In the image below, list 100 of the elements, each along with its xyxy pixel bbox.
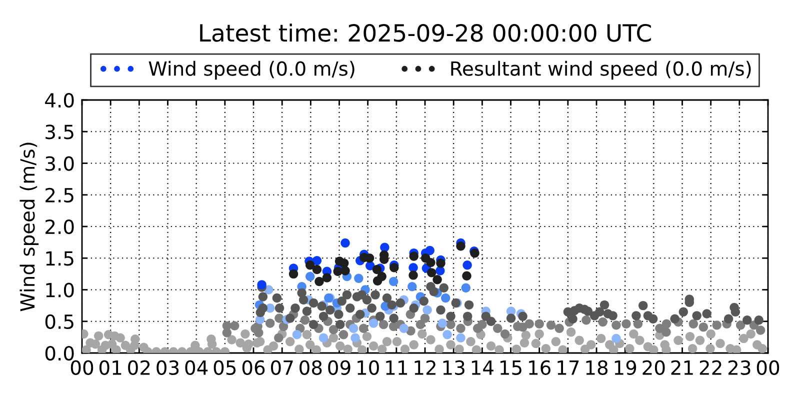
- point: [534, 319, 544, 329]
- point: [736, 320, 746, 330]
- x-tick-label: 17: [558, 360, 579, 375]
- point: [425, 246, 434, 256]
- legend-label: Wind speed (0.0 m/s): [148, 60, 354, 80]
- point: [230, 321, 240, 330]
- point: [409, 252, 418, 261]
- y-tick-label: 0.0: [45, 346, 74, 361]
- point: [492, 324, 502, 333]
- point: [461, 283, 470, 292]
- y-tick-label: 1.5: [46, 251, 74, 266]
- point: [408, 270, 418, 280]
- point: [388, 322, 398, 332]
- x-tick-label: 18: [586, 360, 608, 375]
- point: [274, 333, 284, 342]
- point: [312, 264, 322, 274]
- point: [446, 320, 456, 330]
- x-tick-label: 20: [642, 360, 665, 375]
- point: [442, 330, 452, 340]
- x-tick-label: 07: [270, 360, 293, 375]
- point: [358, 324, 368, 333]
- point: [257, 280, 266, 290]
- point: [388, 276, 398, 286]
- y-tick-label: 3.0: [46, 156, 74, 171]
- point: [524, 319, 534, 329]
- x-tick-label: 13: [443, 360, 464, 375]
- point: [348, 324, 358, 333]
- point: [265, 318, 275, 328]
- legend-label: Resultant wind speed (0.0 m/s): [451, 60, 751, 80]
- point: [546, 320, 556, 330]
- point: [456, 333, 466, 342]
- x-tick-label: 21: [671, 360, 693, 375]
- point: [662, 328, 671, 337]
- point: [422, 305, 432, 315]
- point: [305, 260, 315, 270]
- point: [372, 264, 382, 274]
- point: [612, 320, 621, 330]
- point: [612, 334, 621, 344]
- point: [500, 329, 510, 339]
- x-tick-label: 00: [756, 360, 780, 375]
- point: [440, 293, 450, 303]
- x-tick-label: 10: [358, 360, 379, 375]
- point: [432, 275, 442, 284]
- y-axis-title: Wind speed (m/s): [20, 142, 39, 312]
- y-tick-label: 3.5: [46, 124, 74, 140]
- point: [408, 282, 417, 292]
- x-tick-label: 14: [472, 360, 494, 375]
- point: [340, 266, 350, 276]
- point: [462, 260, 472, 270]
- point: [378, 320, 388, 330]
- point: [756, 326, 766, 335]
- point: [328, 324, 338, 334]
- point: [340, 238, 350, 248]
- x-tick-label: 05: [214, 360, 236, 375]
- point: [305, 272, 315, 282]
- point: [582, 316, 591, 325]
- x-tick-label: 03: [156, 360, 179, 375]
- point: [416, 320, 426, 330]
- x-tick-label: 12: [414, 360, 436, 375]
- point: [462, 271, 472, 280]
- point: [274, 314, 284, 323]
- point: [420, 314, 430, 323]
- x-tick-label: 22: [700, 360, 722, 375]
- point: [222, 328, 232, 338]
- point: [662, 319, 672, 329]
- point: [633, 319, 643, 329]
- x-tick-label: 04: [185, 360, 208, 375]
- point: [318, 333, 328, 342]
- point: [438, 318, 448, 328]
- x-tick-label: 16: [529, 360, 550, 375]
- point: [380, 242, 390, 252]
- point: [426, 258, 436, 268]
- point: [292, 330, 302, 340]
- x-tick-label: 06: [242, 360, 265, 375]
- point: [598, 317, 608, 327]
- point: [350, 333, 360, 342]
- y-tick-label: 4.0: [45, 92, 74, 108]
- x-tick-label: 09: [328, 360, 350, 375]
- y-tick-label: 2.5: [46, 188, 74, 203]
- point: [622, 319, 631, 329]
- point: [456, 324, 466, 333]
- point: [340, 258, 349, 268]
- point: [338, 330, 348, 340]
- point: [436, 258, 446, 268]
- point: [426, 268, 436, 278]
- point: [554, 324, 564, 333]
- point: [390, 263, 399, 272]
- y-tick-label: 2.0: [46, 219, 74, 234]
- chart-title: Latest time: 2025-09-28 00:00:00 UTC: [200, 24, 651, 42]
- point: [322, 273, 332, 282]
- x-tick-label: 00: [70, 360, 94, 375]
- point: [408, 263, 418, 272]
- y-tick-label: 0.5: [45, 314, 74, 330]
- x-tick-label: 08: [300, 360, 322, 375]
- point: [698, 322, 708, 332]
- point: [712, 320, 722, 330]
- x-tick-label: 15: [500, 360, 522, 375]
- x-tick-label: 01: [99, 360, 122, 375]
- point: [278, 322, 288, 332]
- point: [354, 274, 364, 283]
